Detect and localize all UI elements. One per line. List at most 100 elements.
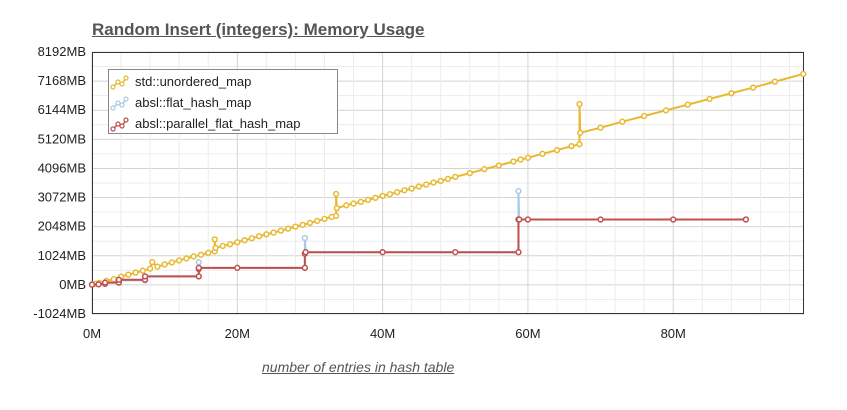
data-point [597,124,604,131]
data-point [226,241,234,248]
data-point [88,281,96,288]
legend-swatch-point [123,117,129,123]
data-point [263,231,270,238]
legend-box [108,69,338,134]
data-point [301,234,309,242]
legend-item[interactable]: absl::parallel_flat_hash_map [110,116,301,132]
data-point [332,190,340,198]
data-point [393,189,401,196]
data-point [372,194,379,202]
legend-swatch-point [110,126,116,132]
legend-swatch-point [115,100,121,106]
series-2 [88,216,750,288]
data-point [205,249,212,256]
data-point [515,249,522,256]
data-point [357,198,364,206]
data-point [168,259,176,266]
data-point [481,166,488,173]
data-point [141,273,149,280]
data-point [301,264,309,271]
data-point [386,191,394,198]
data-point [270,229,277,236]
y-tick-label: 2048MB [38,219,86,234]
data-point [195,264,202,271]
data-point [364,196,372,204]
data-point [515,187,522,195]
data-point [149,259,156,266]
data-point [241,237,248,244]
legend-swatch-point [110,105,116,111]
data-point [95,281,102,288]
data-point [641,112,648,120]
legend-swatch-point [115,121,121,127]
data-point [115,276,123,283]
data-point [306,219,314,227]
legend-swatch-point [119,81,125,87]
axes: 8192MB 7168MB 6144MB 5120MB 4096MB 3072MB 2048… [33,44,804,341]
data-point [110,276,117,283]
x-tick-label: 0M [83,326,101,341]
data-point [195,273,202,280]
legend-swatch-point [119,123,125,129]
data-point [248,235,255,242]
data-point [190,253,197,260]
data-point [516,216,523,223]
legend-swatch-icon [110,96,129,111]
data-point [524,154,532,161]
x-axis-label: number of entries in hash table [262,359,455,375]
data-point [343,202,350,209]
y-tick-label: 4096MB [38,160,86,175]
data-point [576,100,583,108]
legend-item[interactable]: absl::flat_hash_map [110,95,251,111]
data-point [684,101,691,108]
data-point [466,170,473,177]
data-point [517,156,524,163]
legend-swatch-icon [110,75,129,90]
data-point [332,212,340,219]
data-point [728,90,735,97]
data-point [146,265,154,272]
data-point [212,244,219,252]
y-tick-label: 8192MB [38,44,86,59]
data-point [430,179,437,186]
legend[interactable]: std::unordered_mapabsl::flat_hash_mapabs… [108,69,338,134]
data-point [132,269,139,276]
data-point [619,118,626,125]
legend-swatch-point [123,96,129,102]
legend-item[interactable]: std::unordered_map [110,74,251,90]
data-point [321,215,328,223]
data-point [139,267,147,274]
data-point [706,95,713,103]
data-point [452,173,459,181]
data-point [314,217,321,225]
data-point [197,251,205,258]
data-point [539,150,546,157]
data-point [444,175,452,183]
data-point [553,146,561,154]
data-point [302,249,309,256]
data-point [285,225,292,232]
legend-label: absl::parallel_flat_hash_map [135,116,301,131]
data-point [495,162,503,169]
legend-swatch-point [119,102,125,108]
legend-label: std::unordered_map [135,74,251,89]
x-tick-label: 80M [661,326,686,341]
data-point [333,204,340,212]
data-point [350,200,357,207]
y-tick-label: -1024MB [33,306,86,321]
y-tick-label: 7168MB [38,73,86,88]
x-tick-label: 20M [225,326,250,341]
legend-swatch-icon [110,117,129,132]
y-tick-label: 6144MB [38,102,86,117]
data-point [195,259,202,266]
y-tick-label: 5120MB [38,131,86,146]
data-point [292,223,299,230]
data-point [568,143,575,150]
data-point [771,78,779,85]
data-point [437,177,444,184]
data-point [423,181,430,188]
data-point [161,261,168,268]
data-point [800,70,807,78]
data-point [415,183,423,190]
